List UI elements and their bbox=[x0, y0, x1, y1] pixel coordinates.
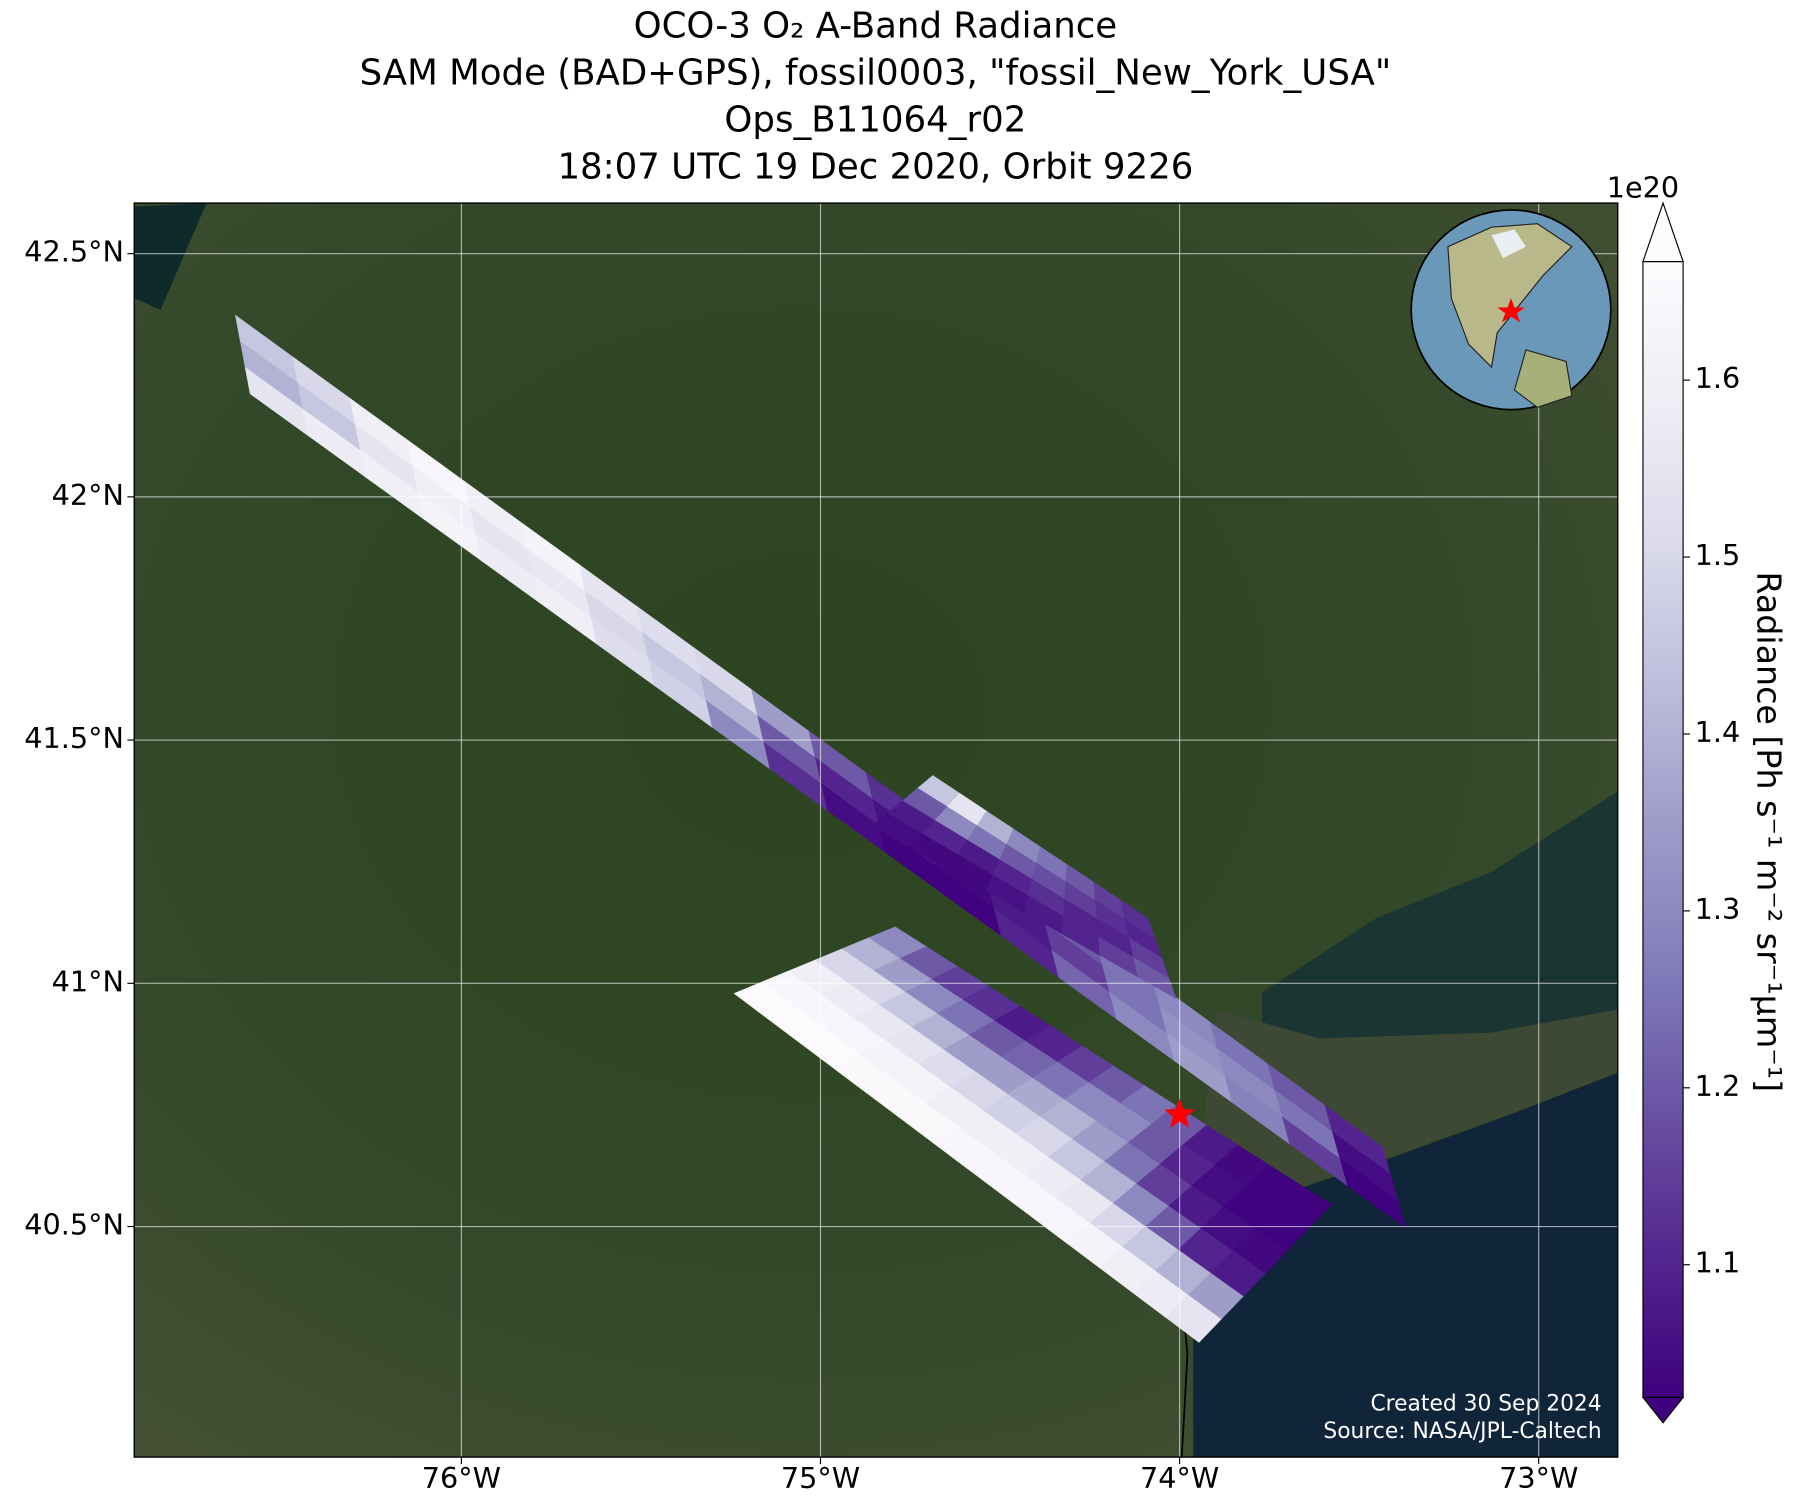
long-island bbox=[1193, 1009, 1618, 1217]
sound bbox=[1262, 791, 1618, 1045]
colorbar-label: Radiance [Ph s⁻¹ m⁻² sr⁻¹μm⁻¹] bbox=[1749, 571, 1788, 1092]
grid bbox=[134, 203, 1618, 1458]
x-tick-label: 75°W bbox=[781, 1461, 860, 1495]
y-tick-label: 40.5°N bbox=[24, 1208, 124, 1242]
globe-land bbox=[1447, 223, 1573, 369]
y-tick-label: 41°N bbox=[52, 964, 124, 998]
swath-cell bbox=[1339, 1158, 1407, 1229]
colorbar-tick-label: 1.6 bbox=[1695, 361, 1741, 395]
x-tick-label: 73°W bbox=[1499, 1461, 1578, 1495]
colorbar-extend bbox=[1642, 201, 1684, 263]
colorbar-tick-label: 1.4 bbox=[1695, 715, 1741, 749]
lake bbox=[134, 203, 207, 310]
chart-title: SAM Mode (BAD+GPS), fossil0003, "fossil_… bbox=[360, 53, 1392, 94]
colorbar-body bbox=[1642, 261, 1684, 1398]
colorbar-tick-label: 1.2 bbox=[1695, 1069, 1741, 1103]
colorbar: 1.1 1.2 1.3 1.4 1.5 1.6 1e20 Radiance [Ph s⁻¹ m… bbox=[1607, 170, 1788, 1424]
colorbar-tick-label: 1.5 bbox=[1695, 538, 1741, 572]
x-tick-label: 74°W bbox=[1140, 1461, 1219, 1495]
globe-star bbox=[1497, 298, 1525, 323]
x-tick-label: 76°W bbox=[422, 1461, 501, 1495]
ocean bbox=[1193, 1072, 1618, 1458]
basemap bbox=[134, 203, 1618, 1458]
swaths bbox=[235, 314, 1407, 1343]
map-frame bbox=[133, 202, 1619, 1458]
globe-ice bbox=[1491, 229, 1526, 259]
inset-globe bbox=[1410, 209, 1612, 411]
colorbar-tick-label: 1.1 bbox=[1695, 1246, 1741, 1280]
chart-title: 18:07 UTC 19 Dec 2020, Orbit 9226 bbox=[557, 147, 1193, 188]
y-tick-label: 42°N bbox=[52, 478, 124, 512]
swath-cell bbox=[1133, 957, 1177, 1000]
y-tick-label: 41.5°N bbox=[24, 721, 124, 755]
colorbar-tick-label: 1.3 bbox=[1695, 892, 1741, 926]
chart-title: Ops_B11064_r02 bbox=[724, 100, 1026, 141]
globe-land bbox=[1513, 349, 1573, 408]
target-marker bbox=[1164, 1098, 1195, 1128]
colorbar-extend bbox=[1641, 1396, 1685, 1424]
y-tick-label: 42.5°N bbox=[24, 235, 124, 269]
footer: Created 30 Sep 2024 bbox=[1370, 1391, 1601, 1416]
colorbar-offset: 1e20 bbox=[1607, 170, 1679, 204]
chart-title: OCO-3 O₂ A-Band Radiance bbox=[634, 6, 1118, 47]
colorbar-frame bbox=[1642, 261, 1684, 1399]
footer: Source: NASA/JPL-Caltech bbox=[1323, 1419, 1601, 1444]
